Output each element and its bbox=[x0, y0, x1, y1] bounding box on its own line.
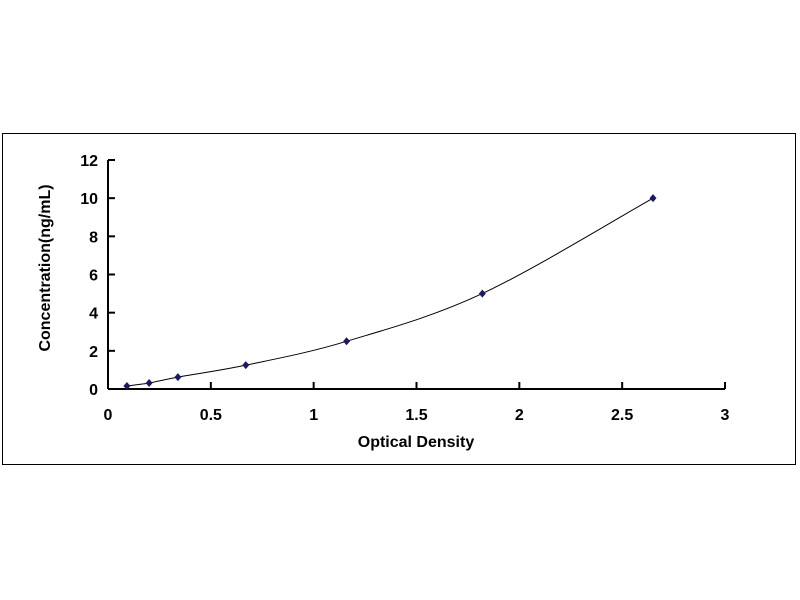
y-tick-label: 10 bbox=[80, 191, 98, 208]
x-tick-label: 2.5 bbox=[611, 407, 633, 424]
trend-curve bbox=[126, 197, 654, 387]
data-point bbox=[478, 289, 486, 298]
axes bbox=[107, 159, 726, 390]
y-tick-label: 6 bbox=[89, 268, 98, 285]
x-tick-label: 3 bbox=[721, 407, 730, 424]
tick-labels: 0 0.5 1 1.5 2 2.5 3 0 2 4 6 8 10 12 bbox=[80, 153, 729, 424]
x-tick-label: 0.5 bbox=[200, 407, 222, 424]
y-tick-label: 2 bbox=[89, 344, 98, 361]
x-axis-label: Optical Density bbox=[358, 434, 475, 451]
data-point bbox=[343, 337, 351, 346]
y-axis-label: Concentration(ng/mL) bbox=[37, 184, 54, 351]
data-point bbox=[123, 382, 131, 391]
data-point bbox=[242, 361, 250, 370]
y-tick-label: 12 bbox=[80, 153, 98, 170]
y-tick-label: 4 bbox=[89, 306, 98, 323]
y-tick-label: 8 bbox=[89, 229, 98, 246]
y-tick-label: 0 bbox=[89, 382, 98, 399]
data-point bbox=[174, 373, 182, 382]
data-point bbox=[145, 379, 153, 388]
chart-frame bbox=[2, 133, 796, 465]
x-tick-label: 0 bbox=[104, 407, 113, 424]
x-tick-label: 1 bbox=[309, 407, 318, 424]
data-point bbox=[649, 194, 657, 203]
x-tick-label: 1.5 bbox=[405, 407, 427, 424]
x-tick-label: 2 bbox=[515, 407, 524, 424]
data-points bbox=[123, 194, 657, 391]
